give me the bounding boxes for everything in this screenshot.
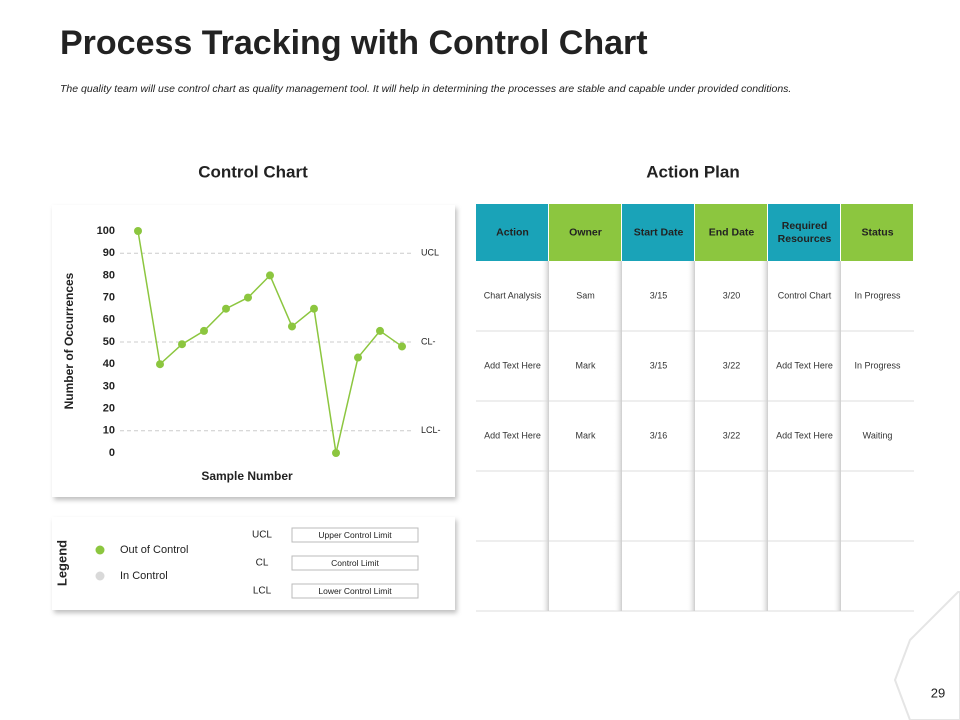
column-shadow [760,261,768,611]
title: Process Tracking with Control Chart [60,24,648,62]
table-cell: Add Text Here [776,360,833,370]
point [200,326,208,335]
table-cell: 3/15 [650,360,668,370]
table-cell: 3/20 [723,290,741,300]
y-tick-label: 100 [97,225,115,237]
point [310,304,318,313]
y-tick-label: 10 [103,425,115,437]
page-number: 29 [931,685,945,700]
control-label: LCL- [421,425,441,435]
legend-swatch [95,545,105,555]
y-tick-label: 20 [103,403,115,415]
limit-abbr: LCL [253,586,272,597]
table-cell: Mark [576,360,596,370]
header-cell [695,204,767,261]
point [332,449,340,457]
point [266,271,274,280]
y-tick-label: 90 [103,247,115,259]
table-cell: Chart Analysis [484,290,542,300]
limit-abbr: UCL [252,530,272,541]
table-cell: Mark [576,430,596,440]
y-tick-label: 50 [103,336,115,348]
header-label: Start Date [634,226,684,238]
column-shadow [833,261,841,611]
table-cell: Add Text Here [776,430,833,440]
limit-box [291,555,419,571]
table-cell: In Progress [854,290,901,300]
control-label: CL- [421,336,436,346]
point [222,304,230,313]
point [134,227,142,235]
table-cell: 3/22 [723,430,741,440]
decoration [893,591,960,720]
header-cell [476,204,548,261]
limit-box [291,527,419,543]
table-title: Action Plan [646,162,740,181]
header-cell [768,204,840,261]
table-cell: Control Chart [778,290,832,300]
header-label: Required Resources [778,220,832,245]
limit-label: Control Limit [331,558,379,568]
limit-label: Upper Control Limit [318,530,392,540]
table-cell: 3/16 [650,430,668,440]
point [354,353,362,362]
header-cell [622,204,694,261]
header-label: End Date [709,226,755,238]
legend-label: Out of Control [120,544,188,556]
y-tick-label: 30 [103,380,115,392]
y-tick-label: 80 [103,269,115,281]
table-cell: Add Text Here [484,360,541,370]
point [398,342,406,351]
table-cell: Sam [576,290,595,300]
point [376,326,384,335]
point [178,340,186,349]
table-cell: Waiting [863,430,893,440]
column-shadow [614,261,622,611]
legend-swatch [95,571,105,581]
point [244,293,252,302]
column-shadow [541,261,549,611]
header-cell [841,204,913,261]
chart-title: Control Chart [198,162,308,181]
y-axis-title: Number of Occurrences [62,272,76,409]
limit-box [291,583,419,599]
table-cell: 3/15 [650,290,668,300]
table-cell: Add Text Here [484,430,541,440]
y-tick-label: 70 [103,292,115,304]
subtitle: The quality team will use control chart … [60,83,791,95]
legend-label: In Control [120,570,168,582]
limit-abbr: CL [256,558,269,569]
table-cell: In Progress [854,360,901,370]
header-cell [549,204,621,261]
table-cell: 3/22 [723,360,741,370]
header-label: Status [861,226,893,238]
header-label: Owner [569,226,602,238]
column-shadow [687,261,695,611]
y-tick-label: 40 [103,358,115,370]
y-tick-label: 0 [109,447,115,459]
x-axis-title: Sample Number [201,469,293,483]
control-label: UCL [421,248,439,258]
legend-title: Legend [54,540,69,586]
point [156,360,164,369]
y-tick-label: 60 [103,314,115,326]
limit-label: Lower Control Limit [318,586,392,596]
point [288,322,296,331]
header-label: Action [496,226,529,238]
